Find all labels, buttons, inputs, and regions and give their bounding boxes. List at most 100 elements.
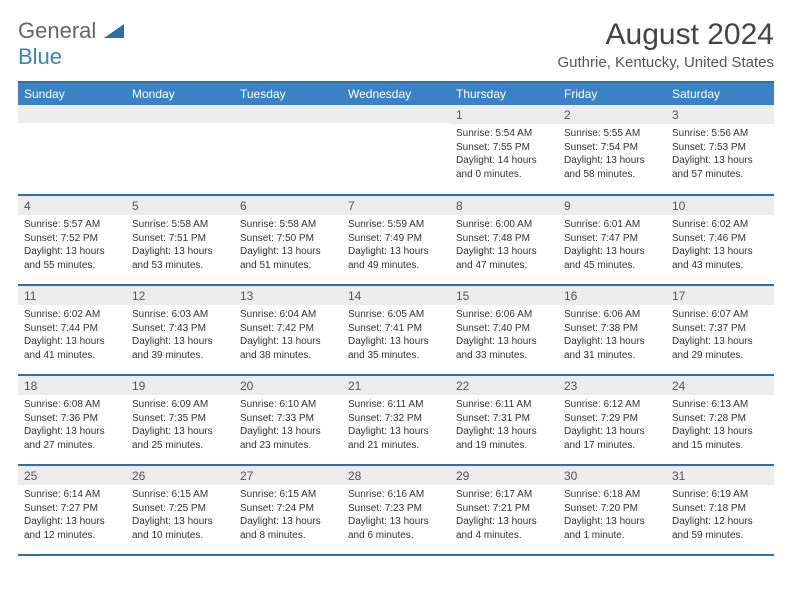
logo-bottom: Blue xyxy=(18,44,62,69)
day-number: 3 xyxy=(666,105,774,124)
calendar-cell: 26Sunrise: 6:15 AMSunset: 7:25 PMDayligh… xyxy=(126,465,234,555)
sunrise-text: Sunrise: 6:09 AM xyxy=(132,398,228,412)
sunset-text: Sunset: 7:50 PM xyxy=(240,232,336,246)
sunrise-text: Sunrise: 6:06 AM xyxy=(564,308,660,322)
sunrise-text: Sunrise: 5:55 AM xyxy=(564,127,660,141)
day-text: Sunrise: 5:54 AMSunset: 7:55 PMDaylight:… xyxy=(450,124,558,185)
daylight-text: Daylight: 13 hours and 8 minutes. xyxy=(240,515,336,542)
day-number: 24 xyxy=(666,376,774,395)
day-number: 21 xyxy=(342,376,450,395)
calendar-cell: 27Sunrise: 6:15 AMSunset: 7:24 PMDayligh… xyxy=(234,465,342,555)
sunrise-text: Sunrise: 6:18 AM xyxy=(564,488,660,502)
sunrise-text: Sunrise: 6:05 AM xyxy=(348,308,444,322)
day-number: 11 xyxy=(18,286,126,305)
sunset-text: Sunset: 7:51 PM xyxy=(132,232,228,246)
calendar-cell xyxy=(126,105,234,195)
weekday-header: Wednesday xyxy=(342,82,450,105)
calendar-cell xyxy=(234,105,342,195)
day-number: 16 xyxy=(558,286,666,305)
sunrise-text: Sunrise: 6:11 AM xyxy=(456,398,552,412)
day-text: Sunrise: 6:03 AMSunset: 7:43 PMDaylight:… xyxy=(126,305,234,366)
calendar-table: Sunday Monday Tuesday Wednesday Thursday… xyxy=(18,81,774,556)
calendar-cell: 1Sunrise: 5:54 AMSunset: 7:55 PMDaylight… xyxy=(450,105,558,195)
calendar-cell: 21Sunrise: 6:11 AMSunset: 7:32 PMDayligh… xyxy=(342,375,450,465)
day-text: Sunrise: 5:57 AMSunset: 7:52 PMDaylight:… xyxy=(18,215,126,276)
sunset-text: Sunset: 7:52 PM xyxy=(24,232,120,246)
day-text: Sunrise: 6:05 AMSunset: 7:41 PMDaylight:… xyxy=(342,305,450,366)
sunrise-text: Sunrise: 6:11 AM xyxy=(348,398,444,412)
daylight-text: Daylight: 13 hours and 38 minutes. xyxy=(240,335,336,362)
day-text: Sunrise: 6:10 AMSunset: 7:33 PMDaylight:… xyxy=(234,395,342,456)
daylight-text: Daylight: 13 hours and 41 minutes. xyxy=(24,335,120,362)
sunrise-text: Sunrise: 6:17 AM xyxy=(456,488,552,502)
calendar-cell: 13Sunrise: 6:04 AMSunset: 7:42 PMDayligh… xyxy=(234,285,342,375)
sunset-text: Sunset: 7:44 PM xyxy=(24,322,120,336)
sunset-text: Sunset: 7:47 PM xyxy=(564,232,660,246)
sunrise-text: Sunrise: 5:58 AM xyxy=(132,218,228,232)
calendar-cell: 19Sunrise: 6:09 AMSunset: 7:35 PMDayligh… xyxy=(126,375,234,465)
sunset-text: Sunset: 7:54 PM xyxy=(564,141,660,155)
month-title: August 2024 xyxy=(558,18,775,52)
day-text xyxy=(234,123,342,173)
day-number: 10 xyxy=(666,196,774,215)
day-text: Sunrise: 6:04 AMSunset: 7:42 PMDaylight:… xyxy=(234,305,342,366)
daylight-text: Daylight: 13 hours and 29 minutes. xyxy=(672,335,768,362)
calendar-cell: 4Sunrise: 5:57 AMSunset: 7:52 PMDaylight… xyxy=(18,195,126,285)
calendar-cell: 12Sunrise: 6:03 AMSunset: 7:43 PMDayligh… xyxy=(126,285,234,375)
sunrise-text: Sunrise: 5:58 AM xyxy=(240,218,336,232)
calendar-body: 1Sunrise: 5:54 AMSunset: 7:55 PMDaylight… xyxy=(18,105,774,555)
day-text: Sunrise: 6:07 AMSunset: 7:37 PMDaylight:… xyxy=(666,305,774,366)
daylight-text: Daylight: 13 hours and 27 minutes. xyxy=(24,425,120,452)
daylight-text: Daylight: 13 hours and 6 minutes. xyxy=(348,515,444,542)
sunset-text: Sunset: 7:28 PM xyxy=(672,412,768,426)
daylight-text: Daylight: 13 hours and 15 minutes. xyxy=(672,425,768,452)
calendar-cell: 31Sunrise: 6:19 AMSunset: 7:18 PMDayligh… xyxy=(666,465,774,555)
day-text: Sunrise: 6:12 AMSunset: 7:29 PMDaylight:… xyxy=(558,395,666,456)
weekday-header: Friday xyxy=(558,82,666,105)
daylight-text: Daylight: 13 hours and 45 minutes. xyxy=(564,245,660,272)
day-text xyxy=(342,123,450,173)
calendar-cell: 6Sunrise: 5:58 AMSunset: 7:50 PMDaylight… xyxy=(234,195,342,285)
day-number xyxy=(126,105,234,123)
weekday-header: Tuesday xyxy=(234,82,342,105)
daylight-text: Daylight: 13 hours and 10 minutes. xyxy=(132,515,228,542)
day-text: Sunrise: 6:01 AMSunset: 7:47 PMDaylight:… xyxy=(558,215,666,276)
day-text: Sunrise: 6:17 AMSunset: 7:21 PMDaylight:… xyxy=(450,485,558,546)
day-number: 2 xyxy=(558,105,666,124)
sunrise-text: Sunrise: 6:00 AM xyxy=(456,218,552,232)
calendar-cell: 9Sunrise: 6:01 AMSunset: 7:47 PMDaylight… xyxy=(558,195,666,285)
calendar-cell: 3Sunrise: 5:56 AMSunset: 7:53 PMDaylight… xyxy=(666,105,774,195)
sunset-text: Sunset: 7:42 PM xyxy=(240,322,336,336)
sunrise-text: Sunrise: 6:02 AM xyxy=(24,308,120,322)
calendar-row: 1Sunrise: 5:54 AMSunset: 7:55 PMDaylight… xyxy=(18,105,774,195)
day-number: 14 xyxy=(342,286,450,305)
daylight-text: Daylight: 13 hours and 57 minutes. xyxy=(672,154,768,181)
daylight-text: Daylight: 13 hours and 53 minutes. xyxy=(132,245,228,272)
calendar-cell xyxy=(18,105,126,195)
day-number: 31 xyxy=(666,466,774,485)
title-block: August 2024 Guthrie, Kentucky, United St… xyxy=(558,18,775,71)
daylight-text: Daylight: 13 hours and 12 minutes. xyxy=(24,515,120,542)
sunrise-text: Sunrise: 6:13 AM xyxy=(672,398,768,412)
day-number: 13 xyxy=(234,286,342,305)
calendar-cell: 2Sunrise: 5:55 AMSunset: 7:54 PMDaylight… xyxy=(558,105,666,195)
sunset-text: Sunset: 7:25 PM xyxy=(132,502,228,516)
day-text: Sunrise: 5:58 AMSunset: 7:51 PMDaylight:… xyxy=(126,215,234,276)
calendar-row: 11Sunrise: 6:02 AMSunset: 7:44 PMDayligh… xyxy=(18,285,774,375)
day-text: Sunrise: 6:09 AMSunset: 7:35 PMDaylight:… xyxy=(126,395,234,456)
day-text: Sunrise: 6:15 AMSunset: 7:24 PMDaylight:… xyxy=(234,485,342,546)
day-text: Sunrise: 6:16 AMSunset: 7:23 PMDaylight:… xyxy=(342,485,450,546)
day-text: Sunrise: 5:55 AMSunset: 7:54 PMDaylight:… xyxy=(558,124,666,185)
day-number: 30 xyxy=(558,466,666,485)
day-number xyxy=(18,105,126,123)
sunrise-text: Sunrise: 6:01 AM xyxy=(564,218,660,232)
sunset-text: Sunset: 7:37 PM xyxy=(672,322,768,336)
sunset-text: Sunset: 7:48 PM xyxy=(456,232,552,246)
daylight-text: Daylight: 13 hours and 33 minutes. xyxy=(456,335,552,362)
daylight-text: Daylight: 13 hours and 17 minutes. xyxy=(564,425,660,452)
sunset-text: Sunset: 7:40 PM xyxy=(456,322,552,336)
day-number: 9 xyxy=(558,196,666,215)
daylight-text: Daylight: 13 hours and 23 minutes. xyxy=(240,425,336,452)
daylight-text: Daylight: 13 hours and 39 minutes. xyxy=(132,335,228,362)
sunset-text: Sunset: 7:41 PM xyxy=(348,322,444,336)
